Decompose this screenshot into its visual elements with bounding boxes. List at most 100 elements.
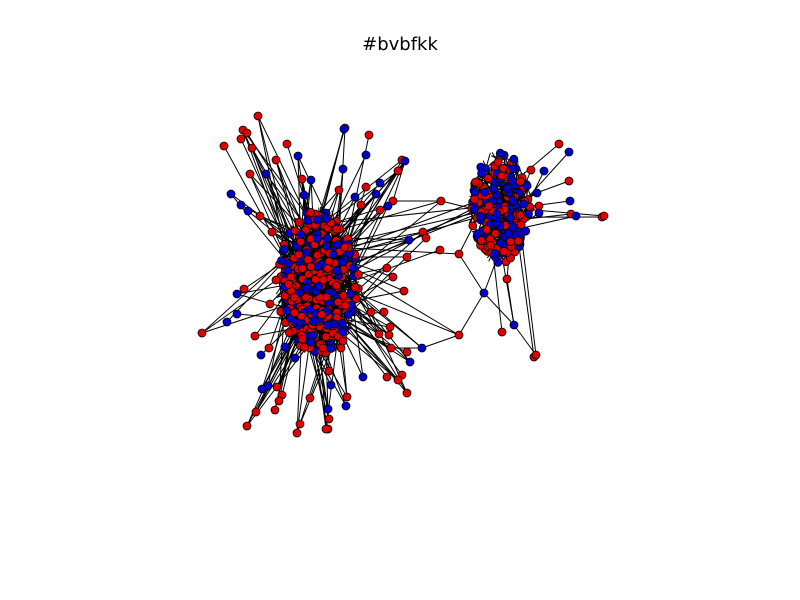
cluster-b-node <box>482 225 492 234</box>
peripheral-node <box>272 382 282 392</box>
peripheral-node <box>383 201 393 211</box>
peripheral-node <box>539 166 549 176</box>
cluster-a-node <box>337 318 347 328</box>
peripheral-node <box>366 307 376 317</box>
cluster-b-node <box>469 204 479 214</box>
cluster-a-node <box>340 300 350 310</box>
cluster-a-node <box>318 343 328 353</box>
cluster-a-node <box>353 269 363 279</box>
peripheral-node <box>534 208 544 218</box>
cluster-b-node <box>508 176 517 185</box>
peripheral-node <box>400 156 410 166</box>
peripheral-node <box>305 393 315 403</box>
cluster-b-node <box>513 236 523 246</box>
peripheral-node <box>497 327 507 337</box>
cluster-a-node <box>317 310 327 320</box>
peripheral-node <box>299 190 309 200</box>
peripheral-node <box>324 414 334 424</box>
spoke-edge <box>201 272 287 334</box>
peripheral-node <box>256 350 266 360</box>
peripheral-node <box>385 322 395 332</box>
peripheral-node <box>245 169 255 179</box>
cluster-b-node <box>502 183 512 193</box>
peripheral-node <box>526 165 536 175</box>
peripheral-node <box>571 211 581 221</box>
peripheral-node <box>280 342 290 352</box>
peripheral-node <box>436 196 446 206</box>
peripheral-node <box>454 330 464 340</box>
peripheral-node <box>532 188 542 198</box>
bridge-edge <box>421 334 460 349</box>
peripheral-node <box>338 336 348 346</box>
cluster-a-node <box>332 266 342 276</box>
cluster-a-node <box>283 265 293 275</box>
peripheral-node <box>334 185 344 195</box>
peripheral-node <box>339 124 349 134</box>
cluster-b-node <box>508 222 518 232</box>
cluster-a-node <box>306 337 316 347</box>
figure-title: #bvbfkk <box>362 34 438 55</box>
peripheral-node <box>293 151 303 161</box>
cluster-b-node <box>483 173 493 183</box>
spoke-edge <box>340 231 424 249</box>
peripheral-node <box>399 286 409 296</box>
peripheral-node <box>274 396 284 406</box>
cluster-b-node <box>480 187 490 197</box>
peripheral-node <box>361 150 371 160</box>
peripheral-node <box>338 164 348 174</box>
bridge-edge <box>506 278 515 326</box>
peripheral-node <box>386 343 396 353</box>
cluster-a-node <box>340 242 350 252</box>
peripheral-node <box>324 366 334 376</box>
peripheral-node <box>599 211 609 221</box>
peripheral-node <box>435 245 445 255</box>
cluster-a-node <box>314 281 324 291</box>
peripheral-node <box>321 424 331 434</box>
peripheral-node <box>236 200 246 210</box>
peripheral-node <box>554 139 564 149</box>
cluster-b-node <box>493 157 503 167</box>
cluster-a-node <box>305 305 315 314</box>
cluster-a-node <box>351 294 361 304</box>
peripheral-node <box>379 307 389 317</box>
peripheral-node <box>502 274 512 284</box>
cluster-b-node <box>519 199 529 209</box>
peripheral-node <box>393 166 403 176</box>
cluster-b-node <box>489 184 498 194</box>
peripheral-node <box>243 206 253 216</box>
cluster-b-node <box>476 236 486 246</box>
peripheral-node <box>271 275 281 285</box>
peripheral-node <box>255 211 265 221</box>
cluster-a-node <box>294 217 304 227</box>
bridge-edge <box>483 292 515 326</box>
peripheral-node <box>270 405 280 415</box>
peripheral-node <box>236 134 246 144</box>
cluster-b-node <box>508 196 518 205</box>
cluster-a-node <box>331 224 341 234</box>
cluster-b-node <box>516 220 526 230</box>
peripheral-node <box>247 143 257 153</box>
peripheral-node <box>232 309 242 319</box>
cluster-a-node <box>321 241 331 251</box>
peripheral-node <box>253 111 263 121</box>
cluster-a-node <box>306 262 316 272</box>
cluster-b-node <box>468 221 478 231</box>
peripheral-node <box>356 200 366 210</box>
peripheral-node <box>402 347 412 357</box>
cluster-a-node <box>338 327 348 337</box>
bridge-edge <box>392 160 406 202</box>
cluster-b-node <box>484 201 494 211</box>
cluster-b-node <box>516 177 525 187</box>
peripheral-node <box>341 401 351 411</box>
peripheral-node <box>242 128 252 138</box>
cluster-a-node <box>297 264 307 274</box>
cluster-a-node <box>312 234 322 243</box>
cluster-b-node <box>471 177 481 187</box>
cluster-b-node <box>486 240 496 250</box>
peripheral-node <box>290 353 300 363</box>
peripheral-node <box>239 284 249 294</box>
peripheral-node <box>250 331 260 341</box>
peripheral-node <box>267 227 277 237</box>
peripheral-node <box>421 233 431 243</box>
